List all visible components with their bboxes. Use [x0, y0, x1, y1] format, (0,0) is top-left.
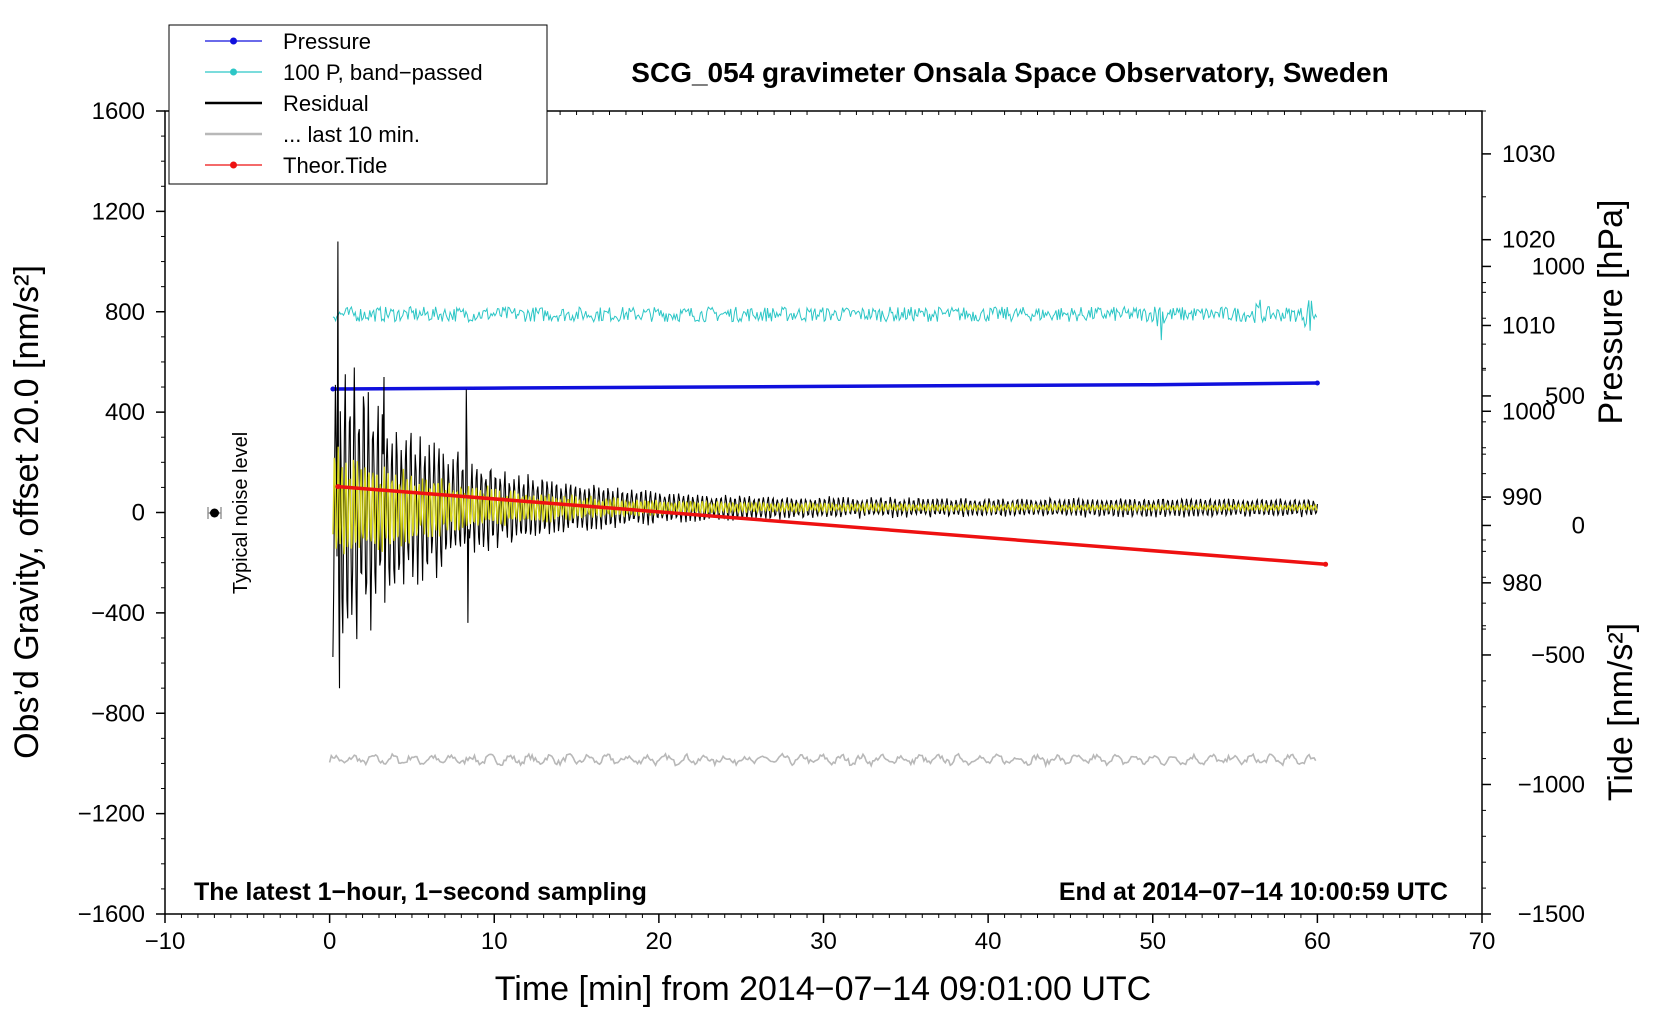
legend-label: ... last 10 min.: [283, 122, 420, 147]
legend-label: Residual: [283, 91, 369, 116]
x-tick-label: 30: [810, 928, 837, 955]
x-axis-title: Time [min] from 2014−07−14 09:01:00 UTC: [495, 970, 1151, 1008]
pressure-end-point: [1314, 380, 1320, 386]
pressure-tick-label: 1020: [1502, 227, 1555, 254]
chart-title: SCG_054 gravimeter Onsala Space Observat…: [631, 57, 1388, 88]
tide-tick-label: −1500: [1518, 901, 1585, 928]
series-100p-band-passed: [332, 299, 1318, 341]
series-pressure: [332, 381, 1318, 391]
tide-tick-label: 0: [1572, 512, 1585, 539]
legend-label: Theor.Tide: [283, 153, 387, 178]
series-theor-tide: [337, 484, 1326, 567]
x-tick-label: 40: [975, 928, 1002, 955]
x-tick-label: 10: [481, 928, 508, 955]
legend-marker: [230, 37, 237, 45]
tide-tick-label: 1000: [1532, 253, 1585, 280]
annotation-sampling: The latest 1−hour, 1−second sampling: [194, 878, 647, 906]
y-tick-label: −400: [91, 600, 145, 627]
y-tick-label: −800: [91, 700, 145, 727]
pressure-tick-label: 990: [1502, 484, 1542, 511]
pressure-start-point: [330, 386, 336, 392]
y-tick-label: 800: [105, 299, 145, 326]
y-tick-label: 0: [132, 500, 145, 527]
series-residual-band-passed: [332, 446, 1318, 555]
series-last-10-min: [328, 752, 1317, 769]
y-axis-title: Obs’d Gravity, offset 20.0 [nm/s²]: [8, 265, 46, 759]
legend-label: 100 P, band−passed: [283, 60, 483, 85]
pressure-axis-title: Pressure [hPa]: [1592, 200, 1630, 425]
series-residual: [332, 241, 1318, 689]
pressure-tick-label: 1000: [1502, 398, 1555, 425]
tide-start-point: [335, 484, 341, 490]
tide-tick-label: −500: [1531, 642, 1585, 669]
legend-box: [168, 24, 548, 185]
y-tick-label: 400: [105, 399, 145, 426]
tide-tick-label: 500: [1545, 383, 1585, 410]
tide-axis-title: Tide [nm/s²]: [1602, 623, 1640, 801]
noise-marker: Typical noise level: [207, 432, 252, 594]
y-tick-label: 1200: [92, 198, 145, 225]
x-tick-label: 20: [646, 928, 673, 955]
y-tick-label: −1600: [78, 901, 145, 928]
tide-tick-label: −1000: [1518, 771, 1585, 798]
pressure-tick-label: 1010: [1502, 312, 1555, 339]
series-layer: [328, 241, 1329, 769]
noise-marker-dot: [210, 508, 219, 518]
y-tick-label: 1600: [92, 98, 145, 125]
pressure-tick-label: 980: [1502, 570, 1542, 597]
y-tick-label: −1200: [78, 801, 145, 828]
labels-layer: SCG_054 gravimeter Onsala Space Observat…: [8, 57, 1640, 1008]
x-tick-label: 60: [1304, 928, 1331, 955]
legend: Pressure 100 P, band−passed Residual ... la…: [168, 24, 548, 185]
legend-label: Pressure: [283, 29, 371, 54]
tide-end-point: [1323, 561, 1329, 567]
x-tick-label: 70: [1469, 928, 1496, 955]
legend-marker: [230, 68, 237, 76]
x-tick-label: 0: [323, 928, 336, 955]
pressure-tick-label: 1030: [1502, 141, 1555, 168]
x-tick-label: −10: [145, 928, 186, 955]
annotation-end-time: End at 2014−07−14 10:00:59 UTC: [1059, 878, 1448, 906]
legend-marker: [230, 161, 237, 169]
legend-items: Pressure 100 P, band−passed Residual ... la…: [205, 29, 483, 178]
x-tick-label: 50: [1139, 928, 1166, 955]
noise-marker-label: Typical noise level: [230, 432, 252, 594]
